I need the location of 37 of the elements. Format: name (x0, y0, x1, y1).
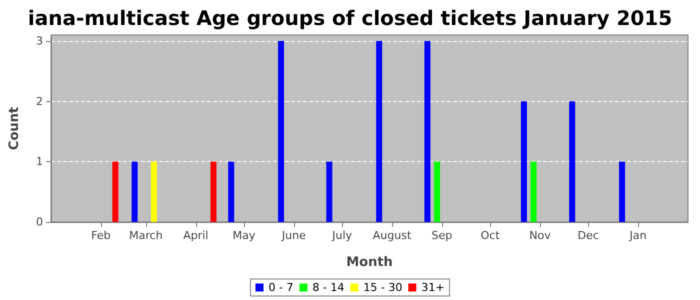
bar (112, 162, 118, 222)
bar (132, 162, 138, 222)
x-tick-label: Oct (480, 229, 500, 242)
bar (619, 162, 626, 222)
legend-label: 8 - 14 (312, 281, 344, 294)
x-axis-title: Month (346, 255, 393, 270)
x-tick-label: July (331, 229, 353, 242)
bar (150, 162, 157, 222)
y-tick-label: 1 (36, 155, 43, 168)
bar (434, 162, 440, 222)
x-tick-label: Sep (432, 229, 452, 242)
x-tick-label: August (372, 229, 412, 242)
bar (520, 101, 527, 222)
legend-label: 31+ (421, 281, 445, 294)
bar (228, 162, 234, 222)
bar (210, 162, 216, 222)
x-tick-label: Feb (91, 229, 111, 242)
legend-label: 15 - 30 (363, 281, 402, 294)
bar (530, 162, 537, 222)
bar (424, 41, 430, 222)
legend-label: 0 - 7 (268, 281, 294, 294)
y-tick-label: 3 (36, 34, 43, 48)
chart-title: iana-multicast Age groups of closed tickets January 2015 (28, 6, 672, 30)
bar (326, 162, 332, 222)
x-tick-label: April (183, 229, 208, 242)
x-tick-label: June (280, 229, 306, 242)
x-tick-label: Dec (578, 229, 599, 242)
x-tick-label: Nov (529, 229, 552, 242)
bar (278, 41, 284, 222)
bar (376, 41, 382, 222)
x-tick-label: Jan (628, 229, 647, 242)
y-tick-label: 0 (36, 216, 43, 228)
x-tick-label: March (129, 229, 163, 242)
y-tick-label: 2 (36, 94, 43, 108)
x-tick-label: May (232, 229, 256, 242)
bar (569, 101, 576, 222)
y-axis-title: Count (7, 106, 22, 150)
